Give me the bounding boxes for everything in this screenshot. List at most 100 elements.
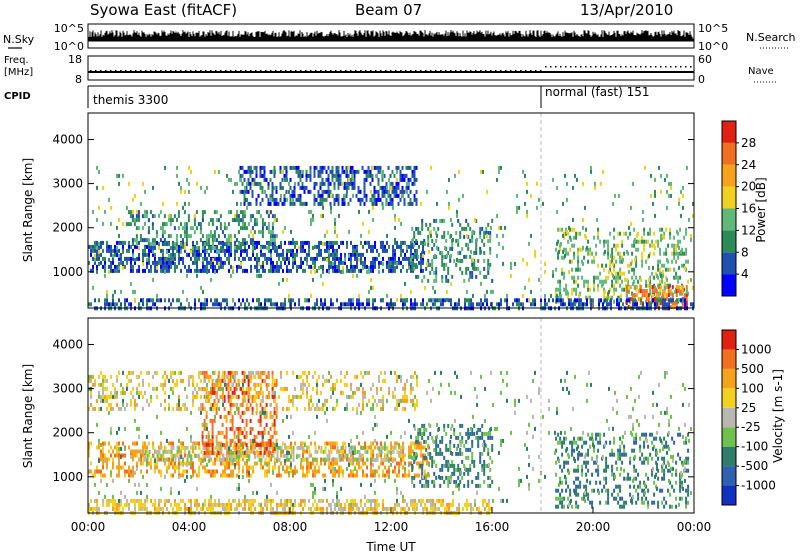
heatmap-cell <box>195 226 198 231</box>
heatmap-cell <box>650 173 652 178</box>
heatmap-cell <box>459 230 462 235</box>
heatmap-cell <box>465 254 468 259</box>
heatmap-cell <box>608 269 610 274</box>
heatmap-cell <box>352 248 354 253</box>
heatmap-cell <box>162 201 164 206</box>
heatmap-cell <box>522 169 524 174</box>
heatmap-cell <box>261 222 264 227</box>
heatmap-cell <box>435 218 438 223</box>
heatmap-cell <box>370 260 372 265</box>
heatmap-cell <box>319 197 322 202</box>
heatmap-cell <box>354 457 356 462</box>
heatmap-cell <box>272 453 275 458</box>
heatmap-cell <box>180 302 182 307</box>
heatmap-cell <box>584 233 586 238</box>
heatmap-cell <box>573 227 576 232</box>
heatmap-cell <box>338 268 340 273</box>
heatmap-cell <box>557 295 560 300</box>
heatmap-cell <box>637 279 640 284</box>
heatmap-cell <box>402 453 404 458</box>
heatmap-cell <box>318 248 320 253</box>
heatmap-cell <box>474 217 476 222</box>
heatmap-cell <box>408 265 410 270</box>
heatmap-cell <box>312 217 314 222</box>
heatmap-cell <box>264 298 266 303</box>
heatmap-cell <box>118 256 120 261</box>
nave-dot <box>680 66 682 68</box>
heatmap-cell <box>307 189 310 194</box>
heatmap-cell <box>396 244 398 249</box>
heatmap-cell <box>376 256 378 261</box>
heatmap-cell <box>218 256 220 261</box>
heatmap-cell <box>150 268 152 273</box>
heatmap-cell <box>412 449 414 454</box>
heatmap-cell <box>98 441 100 446</box>
heatmap-cell <box>282 453 285 458</box>
heatmap-cell <box>220 457 223 462</box>
heatmap-cell <box>388 177 390 182</box>
heatmap-cell <box>388 256 390 261</box>
heatmap-cell <box>320 298 322 303</box>
heatmap-cell <box>270 248 272 253</box>
heatmap-cell <box>280 264 282 269</box>
heatmap-cell <box>425 222 428 227</box>
heatmap-cell <box>570 298 572 303</box>
heatmap-cell <box>102 185 104 190</box>
heatmap-cell <box>312 473 314 478</box>
heatmap-cell <box>395 181 398 186</box>
nave-dot <box>465 70 467 72</box>
heatmap-cell <box>571 275 574 280</box>
heatmap-cell <box>657 293 660 298</box>
heatmap-cell <box>156 265 158 270</box>
heatmap-cell <box>98 298 100 303</box>
heatmap-cell <box>204 264 206 269</box>
heatmap-cell <box>218 169 220 174</box>
heatmap-cell <box>337 173 340 178</box>
heatmap-cell <box>147 230 150 235</box>
heatmap-cell <box>362 453 364 458</box>
heatmap-cell <box>627 279 630 284</box>
heatmap-cell <box>318 265 320 270</box>
heatmap-cell <box>654 193 656 198</box>
heatmap-cell <box>314 256 316 261</box>
cpid-panel: CPID themis 3300 normal (fast) 151 <box>4 85 694 108</box>
heatmap-cell <box>465 218 468 223</box>
heatmap-cell <box>286 177 288 182</box>
heatmap-cell <box>622 302 624 307</box>
heatmap-cell <box>324 457 327 462</box>
heatmap-cell <box>224 252 226 257</box>
heatmap-cell <box>567 295 570 300</box>
heatmap-cell <box>643 227 646 232</box>
heatmap-cell <box>228 260 230 265</box>
heatmap-cell <box>110 445 112 450</box>
heatmap-cell <box>193 218 196 223</box>
heatmap-cell <box>664 293 666 298</box>
heatmap-cell <box>236 248 238 253</box>
heatmap-cell <box>292 248 294 253</box>
heatmap-cell <box>333 173 336 178</box>
heatmap-cell <box>170 457 173 462</box>
heatmap-cell <box>496 233 498 238</box>
heatmap-cell <box>294 465 296 470</box>
heatmap-cell <box>250 465 252 470</box>
heatmap-cell <box>162 453 165 458</box>
heatmap-cell <box>572 302 574 307</box>
heatmap-cell <box>290 441 292 446</box>
heatmap-cell <box>397 181 400 186</box>
heatmap-cell <box>446 253 448 258</box>
heatmap-cell <box>120 465 122 470</box>
heatmap-cell <box>156 457 159 462</box>
heatmap-cell <box>613 255 616 260</box>
heatmap-cell <box>205 238 208 243</box>
heatmap-cell <box>357 189 360 194</box>
heatmap-cell <box>222 473 224 478</box>
heatmap-cell <box>386 201 388 206</box>
heatmap-cell <box>176 298 178 303</box>
heatmap-cell <box>211 390 214 395</box>
heatmap-cell <box>128 465 130 470</box>
heatmap-cell <box>213 418 216 423</box>
heatmap-cell <box>677 285 680 290</box>
heatmap-cell <box>446 289 448 294</box>
heatmap-cell <box>190 465 192 470</box>
heatmap-cell <box>330 302 332 307</box>
